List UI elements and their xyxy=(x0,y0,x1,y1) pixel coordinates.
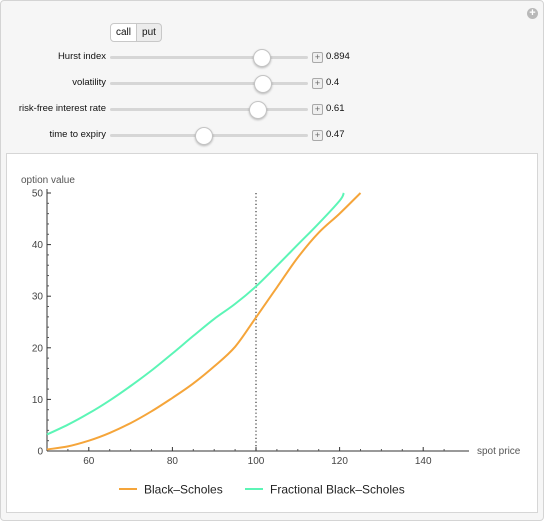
y-tick-label: 20 xyxy=(32,343,44,354)
volatility-label: volatility xyxy=(72,77,106,88)
interest-rate-slider[interactable] xyxy=(110,101,308,119)
y-tick-label: 0 xyxy=(37,447,43,458)
chart-legend: Black–Scholes Fractional Black–Scholes xyxy=(119,483,405,497)
interest-rate-control: risk-free interest rate + 0.61 xyxy=(0,101,544,119)
volatility-control: volatility + 0.4 xyxy=(0,75,544,93)
axis-ticks: 60 80 100 120 140 0 10 20 30 40 50 xyxy=(32,189,445,467)
x-tick-label: 80 xyxy=(167,456,179,467)
y-tick-label: 30 xyxy=(32,292,44,303)
volatility-expand-icon[interactable]: + xyxy=(312,78,323,89)
y-tick-label: 40 xyxy=(32,240,44,251)
hurst-index-label: Hurst index xyxy=(57,51,106,62)
legend-label-black-scholes: Black–Scholes xyxy=(144,483,223,497)
x-tick-label: 140 xyxy=(415,456,432,467)
x-tick-label: 120 xyxy=(331,456,348,467)
call-option-button[interactable]: call xyxy=(110,23,138,42)
x-tick-label: 60 xyxy=(83,456,95,467)
chart-axes: 60 80 100 120 140 0 10 20 30 40 50 xyxy=(32,189,469,467)
series-layer xyxy=(46,192,362,451)
y-tick-label: 50 xyxy=(32,189,44,200)
option-type-toggle: call put xyxy=(110,23,162,42)
time-to-expiry-slider[interactable] xyxy=(110,127,308,145)
interest-rate-expand-icon[interactable]: + xyxy=(312,104,323,115)
hurst-index-control: Hurst index + 0.894 xyxy=(0,49,544,67)
volatility-value: 0.4 xyxy=(326,77,340,88)
y-tick-label: 10 xyxy=(32,395,44,406)
volatility-slider[interactable] xyxy=(110,75,308,93)
time-to-expiry-control: time to expiry + 0.47 xyxy=(0,127,544,145)
put-option-button[interactable]: put xyxy=(137,23,162,42)
y-axis-label: option value xyxy=(21,175,75,186)
volatility-slider-thumb[interactable] xyxy=(254,75,273,93)
time-to-expiry-expand-icon[interactable]: + xyxy=(312,130,323,141)
hurst-index-expand-icon[interactable]: + xyxy=(312,52,323,63)
legend-label-fractional: Fractional Black–Scholes xyxy=(270,483,405,497)
x-axis-label: spot price xyxy=(477,446,521,457)
fractional-black-scholes-line xyxy=(46,192,345,436)
interest-rate-label: risk-free interest rate xyxy=(18,103,106,114)
hurst-index-slider[interactable] xyxy=(110,49,308,67)
interest-rate-value: 0.61 xyxy=(326,103,345,114)
plot-panel: 60 80 100 120 140 0 10 20 30 40 50 spot price opti… xyxy=(6,153,538,513)
option-value-chart: 60 80 100 120 140 0 10 20 30 40 50 spot price opti… xyxy=(21,175,521,497)
hurst-index-slider-thumb[interactable] xyxy=(253,49,272,67)
black-scholes-line xyxy=(46,192,362,451)
time-to-expiry-value: 0.47 xyxy=(326,129,345,140)
time-to-expiry-slider-thumb[interactable] xyxy=(195,127,214,145)
x-tick-label: 100 xyxy=(248,456,265,467)
interest-rate-slider-thumb[interactable] xyxy=(248,101,267,119)
expand-icon[interactable]: + xyxy=(527,8,538,19)
hurst-index-value: 0.894 xyxy=(326,51,350,62)
time-to-expiry-label: time to expiry xyxy=(49,129,107,140)
